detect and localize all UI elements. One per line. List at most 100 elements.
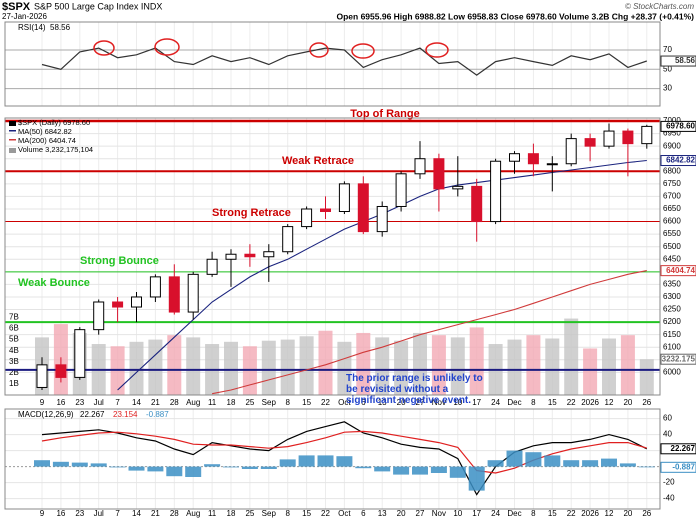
volume-bar bbox=[526, 335, 541, 395]
series-line bbox=[211, 270, 647, 395]
volume-bar bbox=[639, 359, 654, 395]
x-tick-label: 12 bbox=[605, 509, 614, 518]
histogram-bar bbox=[582, 460, 599, 467]
last-value-box-label: 3232.175 bbox=[662, 354, 696, 363]
x-tick-label: 2026 bbox=[581, 398, 599, 407]
y-tick-label: -20 bbox=[663, 478, 675, 487]
x-tick-label: 6 bbox=[361, 509, 366, 518]
symbol: $SPX bbox=[2, 1, 31, 13]
candle-body bbox=[471, 185, 483, 223]
legend-value: 23.154 bbox=[113, 410, 138, 419]
x-tick-label: 12 bbox=[605, 398, 614, 407]
histogram-bar bbox=[279, 459, 296, 467]
y-tick-label: 60 bbox=[663, 414, 672, 423]
volume-bar bbox=[299, 336, 314, 395]
y-tick-label: 6750 bbox=[663, 179, 681, 188]
level-label: Strong Retrace bbox=[212, 207, 291, 219]
y-tick-label: 6700 bbox=[663, 192, 681, 201]
volume-bar bbox=[564, 318, 579, 395]
x-tick-label: Dec bbox=[507, 509, 521, 518]
legend-entry: MA(200) 6404.74 bbox=[18, 136, 76, 145]
legend-entry: MA(50) 6842.82 bbox=[18, 127, 72, 136]
x-tick-label: 24 bbox=[491, 398, 500, 407]
x-tick-label: 9 bbox=[40, 398, 45, 407]
candle-body bbox=[357, 183, 369, 233]
panel-title-value: 58.56 bbox=[50, 23, 71, 32]
quote: Open 6955.96 High 6988.82 Low 6958.83 Cl… bbox=[337, 11, 695, 21]
legend-entry: $SPX (Daily) 6978.60 bbox=[18, 118, 90, 127]
histogram-bar bbox=[223, 466, 239, 468]
histogram-bar bbox=[109, 466, 126, 468]
x-tick-label: 25 bbox=[245, 509, 254, 518]
volume-bar bbox=[545, 338, 560, 395]
x-tick-label: Jul bbox=[94, 509, 104, 518]
series-line bbox=[41, 421, 648, 496]
histogram-bar bbox=[619, 463, 636, 467]
histogram-bar bbox=[601, 458, 617, 467]
last-value-box bbox=[660, 265, 696, 277]
candle-body bbox=[187, 273, 199, 313]
x-tick-label: 13 bbox=[378, 398, 387, 407]
candle-body bbox=[338, 183, 350, 213]
highlight-circle bbox=[425, 42, 449, 58]
volume-tick-label: 6B bbox=[9, 324, 19, 333]
candle-body bbox=[433, 158, 445, 190]
x-tick-label: 6 bbox=[361, 398, 366, 407]
level-label: Strong Bounce bbox=[80, 255, 159, 267]
x-tick-label: 7 bbox=[115, 398, 120, 407]
x-tick-label: 9 bbox=[40, 509, 45, 518]
last-value-box-label: -0.887 bbox=[672, 462, 695, 471]
y-tick-label: 6150 bbox=[663, 330, 681, 339]
candle-body bbox=[622, 130, 634, 145]
x-tick-label: 2026 bbox=[581, 509, 599, 518]
x-tick-label: Aug bbox=[186, 398, 200, 407]
histogram-bar bbox=[204, 464, 221, 467]
y-tick-label: 6800 bbox=[663, 166, 681, 175]
volume-bar bbox=[469, 327, 484, 395]
level-label: Weak Retrace bbox=[282, 155, 354, 167]
volume-bar bbox=[337, 341, 352, 395]
last-value-box bbox=[660, 443, 696, 455]
histogram-bar bbox=[128, 466, 145, 471]
x-tick-label: 11 bbox=[208, 509, 217, 518]
x-tick-label: 26 bbox=[642, 398, 651, 407]
annotation: The prior range is unlikely to be revisi… bbox=[346, 373, 483, 406]
histogram-bar bbox=[544, 455, 561, 467]
histogram-bar bbox=[241, 466, 258, 469]
volume-tick-label: 5B bbox=[9, 335, 19, 344]
panel-title: MACD(12,26,9) bbox=[18, 410, 74, 419]
x-tick-label: Dec bbox=[507, 398, 521, 407]
x-tick-label: 27 bbox=[416, 509, 425, 518]
histogram-bar bbox=[147, 466, 164, 472]
x-tick-label: 28 bbox=[170, 398, 179, 407]
volume-bar bbox=[148, 339, 163, 395]
volume-bar bbox=[224, 341, 238, 395]
y-tick-label: 6550 bbox=[663, 229, 681, 238]
histogram-bar bbox=[487, 460, 504, 467]
candle-body bbox=[320, 208, 331, 213]
x-tick-label: 20 bbox=[397, 398, 406, 407]
candle-body bbox=[395, 173, 407, 207]
candle-body bbox=[36, 364, 48, 388]
highlight-circle bbox=[351, 43, 375, 59]
volume-tick-label: 1B bbox=[9, 379, 19, 388]
x-tick-label: Jul bbox=[94, 398, 104, 407]
candle-body bbox=[263, 251, 275, 258]
last-value-box bbox=[660, 461, 696, 473]
y-tick-label: 6450 bbox=[663, 254, 681, 263]
x-tick-label: 14 bbox=[132, 398, 141, 407]
candle-body bbox=[452, 185, 464, 190]
last-value-box bbox=[660, 55, 696, 67]
volume-bar bbox=[450, 337, 465, 395]
volume-tick-label: 3B bbox=[9, 357, 19, 366]
x-tick-label: 8 bbox=[531, 398, 536, 407]
x-tick-label: Sep bbox=[262, 509, 277, 518]
x-tick-label: 8 bbox=[531, 509, 536, 518]
y-tick-label: 7000 bbox=[663, 116, 681, 125]
x-tick-label: 11 bbox=[208, 398, 217, 407]
credit: © StockCharts.com bbox=[625, 2, 694, 11]
x-tick-label: Sep bbox=[262, 398, 277, 407]
last-value-box bbox=[660, 353, 696, 365]
